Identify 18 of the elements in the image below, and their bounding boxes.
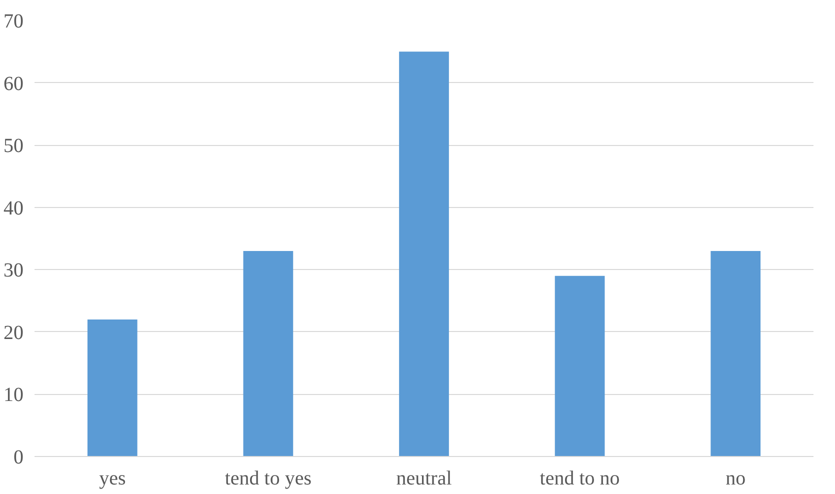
y-tick-label: 0 <box>14 446 24 468</box>
x-tick-label: neutral <box>396 468 452 490</box>
bar <box>710 250 761 456</box>
bar <box>87 319 138 456</box>
y-tick-label: 70 <box>4 10 24 32</box>
bar <box>399 52 449 456</box>
y-tick-label: 10 <box>4 384 24 406</box>
x-tick-label: tend to no <box>540 468 620 490</box>
y-tick-label: 60 <box>4 72 24 95</box>
y-tick-label: 50 <box>4 135 24 158</box>
y-tick-label: 20 <box>4 322 24 344</box>
x-tick-label: no <box>726 468 746 490</box>
y-tick-label: 30 <box>4 260 24 282</box>
bar <box>554 276 605 456</box>
bar <box>243 250 294 456</box>
x-tick-label: yes <box>99 468 126 490</box>
y-tick-label: 40 <box>4 197 24 220</box>
x-tick-label: tend to yes <box>224 468 312 490</box>
